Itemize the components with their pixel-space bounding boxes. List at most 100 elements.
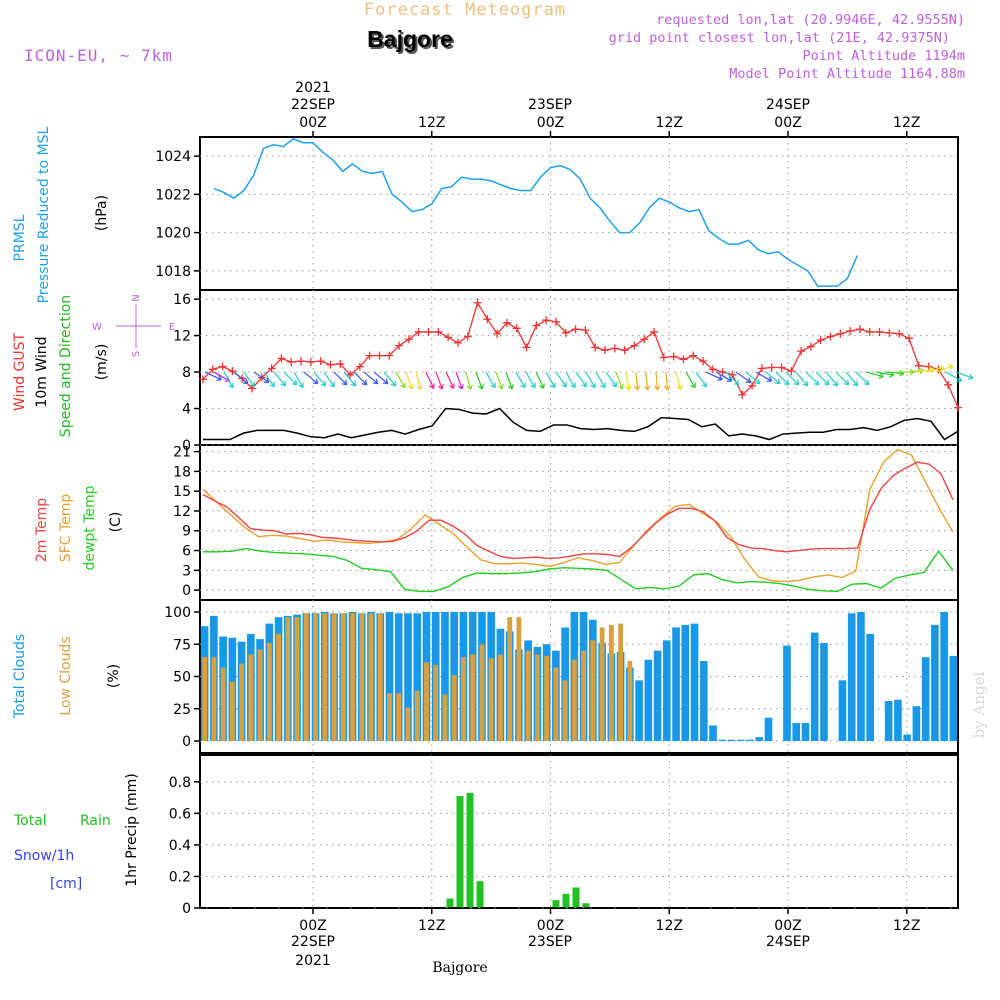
gust-point-marker	[199, 375, 207, 384]
wind-arrow-shaft	[495, 371, 503, 390]
wind-arrow-shaft	[885, 371, 904, 375]
station-title-front: Bajgore	[367, 26, 453, 52]
low-clouds-label: Low Clouds	[58, 636, 74, 715]
low-cloud-bar	[498, 654, 503, 741]
pressure-ytick-label: 1024	[155, 149, 191, 165]
gust-point-marker	[806, 342, 815, 351]
wind-arrow-shaft	[253, 371, 270, 383]
wind-arrow-head	[280, 380, 287, 387]
wind-arrow-shaft	[343, 371, 357, 387]
low-cloud-bar	[544, 655, 550, 741]
wind-arrow-head	[372, 378, 379, 385]
gust-point-marker	[434, 327, 443, 336]
wind-direction-arrow	[795, 371, 809, 387]
wind-direction-arrow	[855, 371, 870, 386]
wind-ytick-label: 0	[182, 438, 191, 454]
wind-direction-arrow	[253, 371, 270, 383]
gust-point-marker	[855, 325, 864, 334]
total-cloud-bar	[764, 717, 773, 741]
low-cloud-bar	[562, 680, 568, 741]
low-cloud-bar	[534, 654, 540, 741]
total-cloud-bar	[912, 706, 921, 741]
clouds-ytick-label: 100	[164, 605, 191, 621]
wind-direction-arrow	[945, 371, 963, 382]
wind-direction-arrow	[885, 370, 905, 377]
wind-speed-series-line	[203, 407, 959, 441]
wind-direction-arrow	[585, 371, 596, 389]
wind-arrow-shaft	[845, 371, 859, 387]
gust-point-marker	[591, 343, 600, 352]
wind-direction-arrow	[775, 371, 790, 386]
wind-arrow-shaft	[665, 372, 669, 391]
snow-unit-label: [cm]	[50, 876, 82, 892]
wind-arrow-shaft	[855, 371, 870, 386]
clouds-ytick-label: 50	[173, 670, 191, 686]
wind-arrow-shaft	[293, 371, 304, 388]
wind-arrow-shaft	[545, 371, 556, 388]
wind-speed-dir-label: Speed and Direction	[58, 295, 74, 437]
compass-s: S	[131, 351, 142, 357]
gust-point-marker	[728, 370, 737, 379]
rain-bar	[446, 898, 454, 908]
gust-point-marker	[816, 336, 825, 345]
gust-point-marker	[630, 341, 639, 350]
pressure-grid: 1018 1020 1022 1024	[155, 137, 958, 290]
total-cloud-bar	[699, 661, 708, 741]
wind-arrow-head	[664, 385, 671, 391]
wind-arrow-head	[956, 376, 963, 382]
point-altitude: Point Altitude 1194m	[802, 48, 965, 64]
wind-arrow-shaft	[755, 371, 772, 382]
temp-ytick-label: 0	[182, 583, 191, 599]
snow-label: Snow/1h	[14, 848, 74, 864]
gust-point-marker	[885, 328, 894, 337]
low-cloud-bar	[229, 681, 235, 741]
pressure-msl-label: Pressure Reduced to MSL	[36, 126, 52, 303]
wind-direction-arrow	[243, 371, 255, 388]
gust-point-marker	[669, 352, 678, 361]
gust-point-marker	[473, 298, 482, 307]
low-cloud-bar	[387, 693, 392, 741]
wind-arrow-head	[382, 378, 389, 385]
wind-direction-arrow	[515, 371, 526, 389]
low-cloud-bar	[211, 657, 217, 741]
wind-arrow-shaft	[635, 372, 639, 391]
top-hour-label: 12Z	[893, 115, 920, 131]
gust-point-marker	[865, 327, 874, 336]
low-cloud-bar	[525, 650, 531, 741]
wind-direction-arrow	[634, 372, 641, 391]
wind-panel	[199, 289, 959, 446]
gust-point-marker	[306, 358, 315, 367]
low-cloud-bar	[488, 658, 494, 741]
wind-grid: 0 4 8 12 16	[173, 290, 958, 454]
gust-point-marker	[542, 316, 551, 325]
wind-arrow-shaft	[455, 371, 463, 390]
gust-point-marker	[297, 357, 306, 366]
wind-arrow-head	[291, 379, 298, 386]
wind-arrow-shaft	[223, 371, 234, 388]
wind-arrow-head	[269, 381, 275, 388]
wind-arrow-head	[802, 380, 809, 387]
rain-bar	[466, 792, 474, 908]
total-cloud-bar	[413, 613, 422, 741]
bottom-hour-label: 12Z	[418, 918, 445, 934]
bottom-day-1: 22SEP	[291, 934, 335, 950]
wind-arrow-shaft	[273, 371, 287, 387]
wind-arrow-shaft	[445, 371, 455, 389]
low-cloud-bar	[220, 667, 226, 741]
wind-arrow-shaft	[243, 371, 255, 388]
total-cloud-bar	[894, 699, 902, 741]
wind-arrow-shaft	[805, 371, 820, 386]
gust-point-marker	[679, 355, 688, 364]
gust-point-marker	[836, 329, 845, 338]
total-cloud-bar	[635, 680, 643, 741]
wind-arrow-head	[852, 380, 859, 387]
wind-arrow-head	[490, 382, 496, 389]
total-cloud-bar	[394, 613, 403, 741]
low-cloud-bar	[257, 649, 263, 741]
wind-direction-arrow	[395, 371, 406, 389]
wind-arrow-head	[878, 372, 884, 379]
low-cloud-bar	[571, 659, 577, 741]
wind-arrow-head	[550, 382, 556, 389]
wind-direction-arrow	[595, 371, 606, 389]
total-cloud-bar	[755, 737, 764, 741]
